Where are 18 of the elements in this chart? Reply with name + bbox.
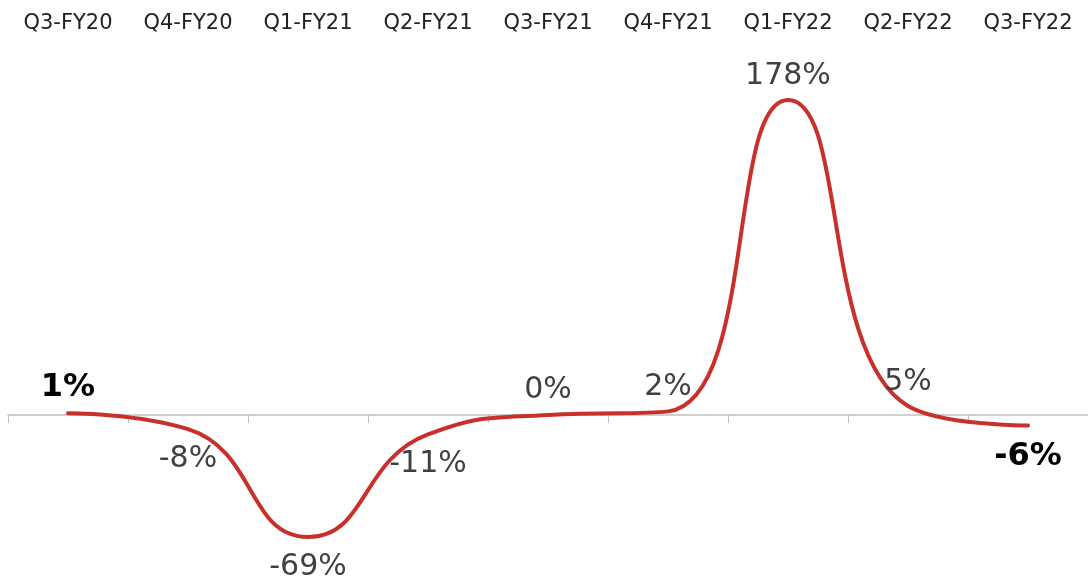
x-tick-label: Q1-FY21 bbox=[263, 9, 353, 34]
x-tick-label: Q1-FY22 bbox=[743, 9, 833, 34]
data-label: 2% bbox=[644, 366, 692, 402]
data-label: 0% bbox=[524, 370, 572, 406]
data-label: -11% bbox=[389, 443, 467, 479]
x-tick-label: Q2-FY22 bbox=[863, 9, 953, 34]
data-label: -8% bbox=[158, 438, 218, 474]
x-tick-label: Q4-FY21 bbox=[623, 9, 713, 34]
data-label: 5% bbox=[884, 361, 932, 397]
x-tick-label: Q2-FY21 bbox=[383, 9, 473, 34]
data-label: 178% bbox=[745, 55, 831, 91]
data-label: -6% bbox=[994, 434, 1062, 473]
x-tick-label: Q3-FY22 bbox=[983, 9, 1073, 34]
x-tick-label: Q3-FY20 bbox=[23, 9, 113, 34]
data-label: -69% bbox=[269, 546, 347, 579]
x-tick-label: Q3-FY21 bbox=[503, 9, 593, 34]
x-tick-label: Q4-FY20 bbox=[143, 9, 233, 34]
data-label: 1% bbox=[40, 366, 96, 405]
